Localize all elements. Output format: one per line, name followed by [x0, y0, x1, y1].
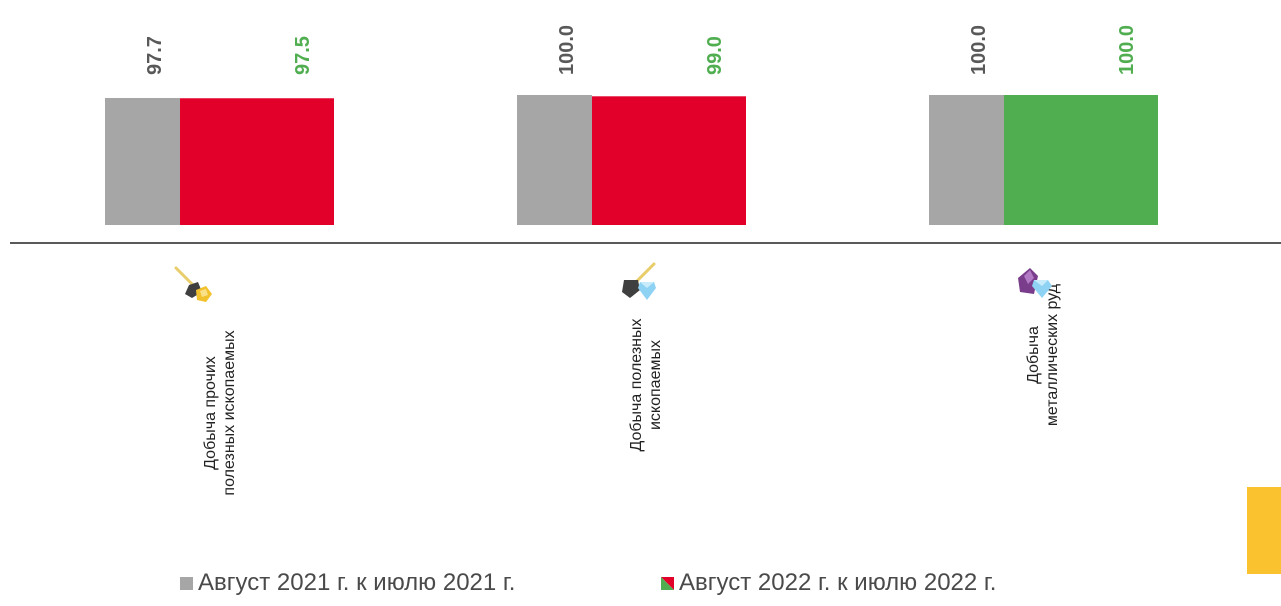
data-label-2022: 97.5	[292, 36, 314, 75]
data-label-2021: 97.7	[144, 36, 166, 75]
category-label-other-minerals: Добыча прочих полезных ископаемых	[192, 298, 248, 528]
category-label-line: Добыча	[1025, 326, 1042, 384]
category-label-line: Добыча полезных	[628, 318, 645, 452]
bar-2022	[1004, 95, 1158, 225]
legend-item-2021: Август 2021 г. к июлю 2021 г.	[180, 568, 515, 598]
shovel-gold-ore-icon	[174, 266, 212, 302]
data-label-2022: 99.0	[704, 36, 726, 75]
bar-2021	[105, 97, 180, 225]
ore-diamond-icon	[1018, 268, 1052, 298]
category-label-line: ископаемых	[647, 340, 664, 430]
data-label-2022: 100.0	[1116, 25, 1138, 75]
bar-2022	[180, 98, 334, 225]
category-label-line: полезных ископаемых	[221, 330, 238, 496]
legend-label-2021: Август 2021 г. к июлю 2021 г.	[198, 569, 516, 596]
side-tab[interactable]	[1247, 487, 1281, 574]
legend-swatch-2022	[661, 576, 674, 590]
shovel-diamond-icon	[622, 262, 656, 300]
category-label-minerals: Добыча полезных ископаемых	[618, 270, 674, 500]
bar-2021	[929, 95, 1004, 225]
legend-swatch-2021	[180, 576, 193, 590]
data-label-2021: 100.0	[556, 25, 578, 75]
data-label-2021: 100.0	[968, 25, 990, 75]
category-label-line: Добыча прочих	[202, 356, 219, 470]
legend-label-2022: Август 2022 г. к июлю 2022 г.	[679, 569, 997, 596]
legend-item-2022: Август 2022 г. к июлю 2022 г.	[661, 568, 996, 598]
bar-2022	[592, 96, 746, 225]
category-label-line: металлических руд	[1044, 283, 1061, 427]
bar-2021	[517, 95, 592, 225]
